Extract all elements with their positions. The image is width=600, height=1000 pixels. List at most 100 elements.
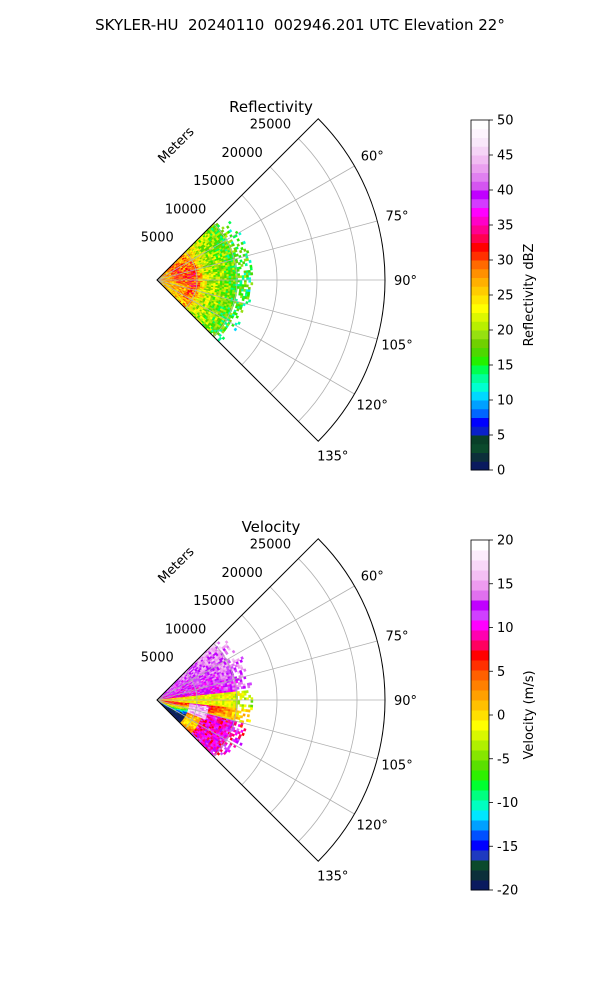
colorbar-segment	[471, 338, 489, 348]
data-cell	[220, 229, 225, 233]
data-cell	[230, 281, 234, 285]
range-tick-label: 10000	[165, 622, 206, 637]
colorbar-segment	[471, 620, 489, 631]
azimuth-tick-label: 90°	[394, 274, 417, 289]
data-cell	[245, 284, 249, 288]
data-cell	[228, 275, 232, 279]
data-cell	[239, 249, 243, 254]
data-cell	[228, 695, 232, 699]
data-cell	[239, 742, 243, 747]
colorbar-segment	[471, 770, 489, 781]
colorbar-segment	[471, 790, 489, 801]
colorbar-tick-label: 20	[497, 324, 514, 339]
figure-title: SKYLER-HU 20240110 002946.201 UTC Elevat…	[95, 16, 505, 34]
data-cell	[231, 649, 236, 654]
data-cell	[245, 272, 249, 276]
data-cell	[240, 309, 244, 314]
colorbar-segment	[471, 710, 489, 721]
data-cell	[228, 273, 232, 277]
range-tick-label: 15000	[193, 594, 234, 609]
data-cell	[216, 224, 221, 228]
data-cell	[222, 696, 225, 699]
data-cell	[235, 315, 239, 319]
data-cell	[237, 262, 241, 266]
colorbar-segment	[471, 417, 489, 427]
colorbar-segment	[471, 216, 489, 226]
azimuth-tick-label: 135°	[317, 450, 348, 465]
data-cell	[242, 685, 246, 689]
chart-title: Reflectivity	[229, 98, 313, 116]
data-cell	[239, 275, 243, 279]
colorbar-label: Velocity (m/s)	[522, 670, 537, 759]
colorbar-segment	[471, 172, 489, 182]
data-cell	[233, 327, 238, 332]
data-cell	[226, 276, 230, 279]
data-cell	[239, 695, 243, 699]
colorbar-segment	[471, 690, 489, 701]
colorbar-tick-label: -10	[497, 796, 518, 811]
range-tick-label: 15000	[193, 174, 234, 189]
data-cell	[247, 286, 251, 291]
data-cell	[232, 693, 236, 697]
data-cell	[248, 694, 251, 698]
data-cell	[249, 682, 253, 686]
data-cell	[233, 275, 236, 279]
azimuth-tick-label: 105°	[381, 758, 412, 773]
colorbar-segment	[471, 260, 489, 270]
colorbar-segment	[471, 580, 489, 591]
range-tick-label: 25000	[250, 118, 291, 133]
data-cell	[238, 266, 242, 270]
data-cell	[246, 714, 250, 718]
data-cell	[250, 704, 254, 708]
colorbar-segment	[471, 860, 489, 871]
data-cell	[241, 275, 245, 278]
azimuth-tick-label: 120°	[357, 818, 388, 833]
data-cell	[230, 695, 234, 699]
colorbar-tick-label: 10	[497, 621, 514, 636]
colorbar-segment	[471, 670, 489, 681]
colorbar-segment	[471, 286, 489, 296]
colorbar-segment	[471, 820, 489, 831]
data-cell	[241, 732, 245, 737]
colorbar-segment	[471, 233, 489, 243]
colorbar-tick-label: 20	[497, 534, 514, 549]
colorbar-segment	[471, 660, 489, 671]
colorbar-segment	[471, 650, 489, 661]
colorbar-segment	[471, 426, 489, 436]
colorbar-segment	[471, 740, 489, 751]
colorbar-segment	[471, 356, 489, 366]
colorbar-segment	[471, 880, 489, 891]
colorbar-label: Reflectivity dBZ	[522, 244, 537, 347]
colorbar-tick-label: 5	[497, 429, 505, 444]
data-cell	[235, 260, 239, 264]
colorbar-segment	[471, 408, 489, 418]
data-cell	[247, 709, 251, 713]
data-cell	[243, 272, 247, 276]
data-cell	[235, 253, 239, 257]
colorbar-segment	[471, 225, 489, 235]
data-cell	[228, 701, 232, 705]
colorbar-tick-label: 25	[497, 289, 514, 304]
colorbar-segment	[471, 610, 489, 621]
azimuth-tick-label: 75°	[386, 630, 409, 645]
data-cell	[234, 669, 238, 673]
data-cell	[239, 724, 244, 728]
data-cell	[250, 272, 254, 276]
azimuth-line	[156, 220, 378, 281]
colorbar-segment	[471, 590, 489, 601]
data-cell	[239, 681, 244, 685]
data-cell	[219, 696, 223, 699]
data-cell	[239, 259, 243, 263]
colorbar-segment	[471, 840, 489, 851]
colorbar-segment	[471, 570, 489, 581]
range-tick-label: 5000	[141, 231, 174, 246]
colorbar-segment	[471, 750, 489, 761]
data-cell	[217, 276, 221, 279]
data-cell	[237, 701, 241, 705]
colorbar-segment	[471, 760, 489, 771]
data-cell	[235, 680, 239, 684]
data-cell	[236, 243, 240, 247]
colorbar-segment	[471, 303, 489, 313]
colorbar-segment	[471, 277, 489, 287]
data-cell	[237, 717, 241, 721]
